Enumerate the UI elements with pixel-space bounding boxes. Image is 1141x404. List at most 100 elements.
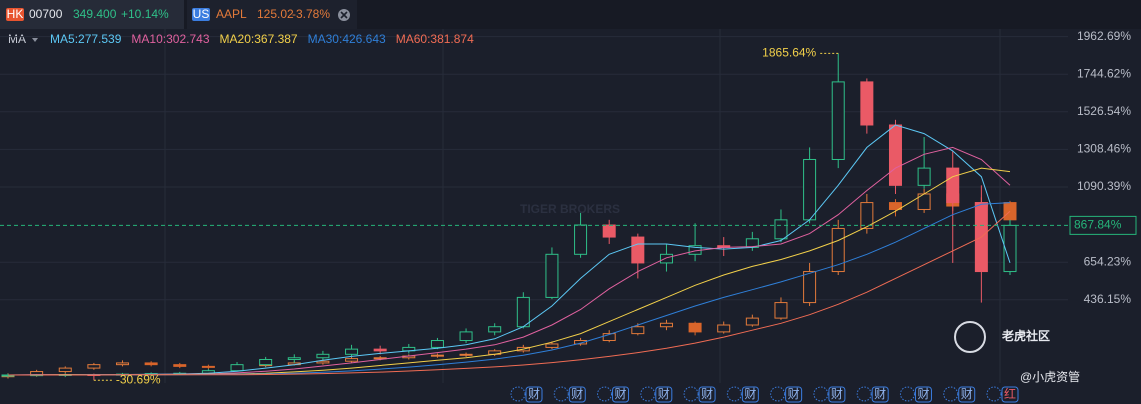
watermark: TIGER BROKERS <box>520 202 620 216</box>
last-price-box <box>1069 215 1137 235</box>
candle-body <box>173 364 187 367</box>
last-price-label: 867.84% <box>1074 218 1122 232</box>
y-tick-label: 1308.46% <box>1077 142 1131 156</box>
logo <box>954 321 986 353</box>
legend-text: 302.743 <box>166 32 210 46</box>
event-marker[interactable] <box>1001 386 1019 403</box>
event-marker[interactable] <box>785 386 803 403</box>
candle-body <box>574 340 588 345</box>
event-label: 财 <box>571 387 583 401</box>
event-dot <box>640 386 656 402</box>
event-marker[interactable] <box>741 386 759 403</box>
watermark-community: 老虎社区 <box>1002 328 1050 343</box>
candle-body <box>316 353 330 359</box>
candle-body <box>803 271 817 304</box>
candle-body <box>545 343 559 348</box>
event-label: 财 <box>961 387 973 401</box>
close-button[interactable] <box>338 9 350 21</box>
event-dot <box>813 386 829 402</box>
tab-change: -3.78% <box>292 7 330 21</box>
event-label: 财 <box>744 387 756 401</box>
candle-body <box>201 365 215 368</box>
dropdown-arrow[interactable] <box>32 38 38 42</box>
event-dot <box>683 386 699 402</box>
event-marker[interactable] <box>525 386 543 403</box>
y-tick-label: 1744.62% <box>1077 66 1131 80</box>
event-label: 财 <box>658 387 670 401</box>
candle-body <box>459 353 473 356</box>
event-dot <box>510 386 526 402</box>
legend-text: MA5 <box>50 32 75 46</box>
legend-text: 367.387 <box>254 32 298 46</box>
legend-text: 277.539 <box>78 32 122 46</box>
legend-entry: MA10:302.743 <box>131 32 209 46</box>
event-label: 红 <box>1004 386 1016 401</box>
event-marker[interactable] <box>655 386 673 403</box>
event-marker[interactable] <box>568 386 586 403</box>
candle-body <box>774 219 788 240</box>
tab-code: 00700 <box>29 7 63 21</box>
candle-body <box>717 324 731 333</box>
tab-price: 349.400 <box>73 7 117 21</box>
legend-entry: MA5:277.539 <box>50 32 122 46</box>
candle-body <box>774 302 788 319</box>
event-marker[interactable] <box>958 386 976 403</box>
tab[interactable] <box>187 0 357 29</box>
event-label: 财 <box>831 387 843 401</box>
annotation-label: -30.69% <box>116 372 161 386</box>
legend-text: : <box>163 32 166 46</box>
badge-hk <box>6 8 24 21</box>
event-dot <box>986 386 1002 402</box>
y-tick-label: 436.15% <box>1084 292 1132 306</box>
candle-body <box>917 167 931 186</box>
candle-body <box>831 81 845 160</box>
legend-text: : <box>339 32 342 46</box>
legend-entry: MA30:426.643 <box>308 32 386 46</box>
event-marker[interactable] <box>828 386 846 403</box>
vertical-grid <box>164 29 1001 383</box>
candle-body <box>87 364 101 369</box>
candle-body <box>345 348 359 355</box>
event-label: 财 <box>874 387 886 401</box>
legend-text: MA60 <box>396 32 428 46</box>
active-tab[interactable] <box>0 0 184 29</box>
watermark-account: @小虎资管 <box>1020 369 1080 384</box>
candle-body <box>1003 224 1017 273</box>
event-label: 财 <box>788 387 800 401</box>
candle-body <box>430 340 444 348</box>
candle-body <box>116 362 130 366</box>
candle-body <box>602 333 616 342</box>
badge-text: HK <box>7 7 24 21</box>
event-dot <box>943 386 959 402</box>
indicator-selector[interactable]: MA <box>8 32 26 46</box>
event-marker[interactable] <box>698 386 716 403</box>
candle-body <box>602 224 616 238</box>
event-marker[interactable] <box>914 386 932 403</box>
y-tick-label: 1526.54% <box>1077 104 1131 118</box>
tab-price: 125.02 <box>257 7 294 21</box>
candle-body <box>803 158 817 221</box>
event-dot <box>770 386 786 402</box>
annotation-label: 1865.64% <box>762 46 816 60</box>
event-dot <box>597 386 613 402</box>
candle-body <box>860 81 874 126</box>
event-label: 财 <box>528 387 540 401</box>
legend-text: : <box>427 32 430 46</box>
candle-body <box>144 362 158 366</box>
event-label: 财 <box>917 387 929 401</box>
candle-body <box>373 348 387 352</box>
legend-text: : <box>251 32 254 46</box>
candle-body <box>688 322 702 333</box>
event-marker[interactable] <box>612 386 630 403</box>
y-tick-label: 1962.69% <box>1077 29 1131 43</box>
plot: 1962.69% 1744.62% 1526.54% 1308.46% 1090.39%… <box>0 29 1137 386</box>
candle-body <box>259 358 273 366</box>
candle-body <box>488 326 502 333</box>
legend-text: 426.643 <box>342 32 386 46</box>
tab-code: AAPL <box>216 7 247 21</box>
event-marker[interactable] <box>871 386 889 403</box>
tab-change: +10.14% <box>121 7 169 21</box>
candle-body <box>659 253 673 264</box>
candle-body <box>230 364 244 372</box>
legend-text: : <box>75 32 78 46</box>
